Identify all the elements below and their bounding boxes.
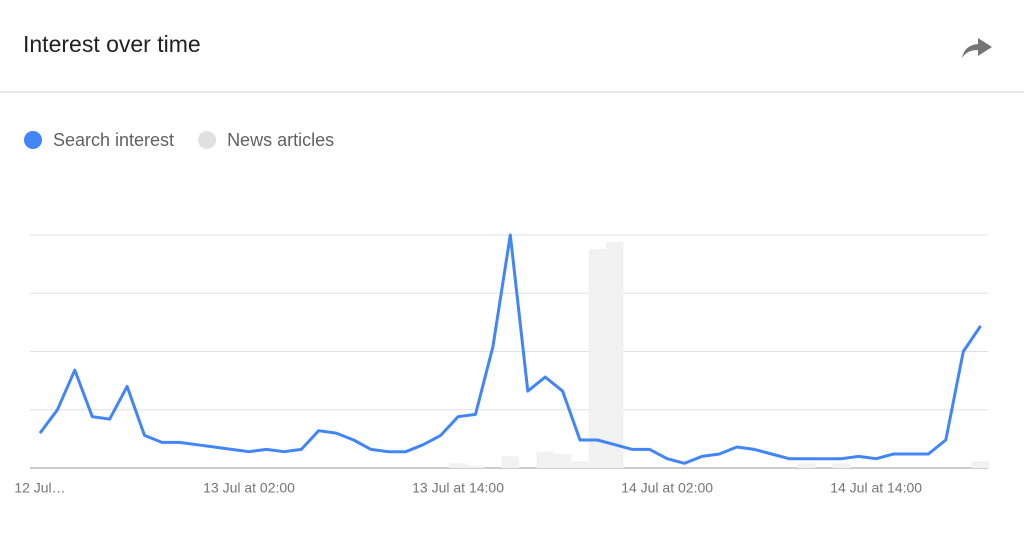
x-tick-label: 14 Jul at 02:00 xyxy=(621,480,713,496)
search-line xyxy=(38,233,982,465)
legend-swatch xyxy=(198,131,217,149)
x-tick-label: 12 Jul… xyxy=(14,480,65,496)
x-tick-label: 14 Jul at 14:00 xyxy=(830,480,922,496)
news-bar xyxy=(797,463,816,468)
legend-label: Search interest xyxy=(53,130,174,150)
news-bar xyxy=(571,461,589,468)
news-bar xyxy=(971,461,990,468)
news-bar xyxy=(832,463,851,468)
news-bar xyxy=(553,454,572,468)
news-bar xyxy=(501,456,520,468)
legend-swatch xyxy=(24,131,42,149)
x-tick-label: 13 Jul at 14:00 xyxy=(412,480,504,496)
news-bar xyxy=(606,241,624,468)
share-arrow[interactable] xyxy=(962,38,992,58)
share-icon[interactable] xyxy=(962,38,992,58)
x-tick-label: 13 Jul at 02:00 xyxy=(203,480,295,496)
news-bar xyxy=(588,248,607,468)
legend-label: News articles xyxy=(227,130,334,150)
news-bar xyxy=(466,465,485,468)
news-bar xyxy=(449,463,467,468)
news-bar xyxy=(536,451,554,468)
chart-title: Interest over time xyxy=(23,31,201,57)
